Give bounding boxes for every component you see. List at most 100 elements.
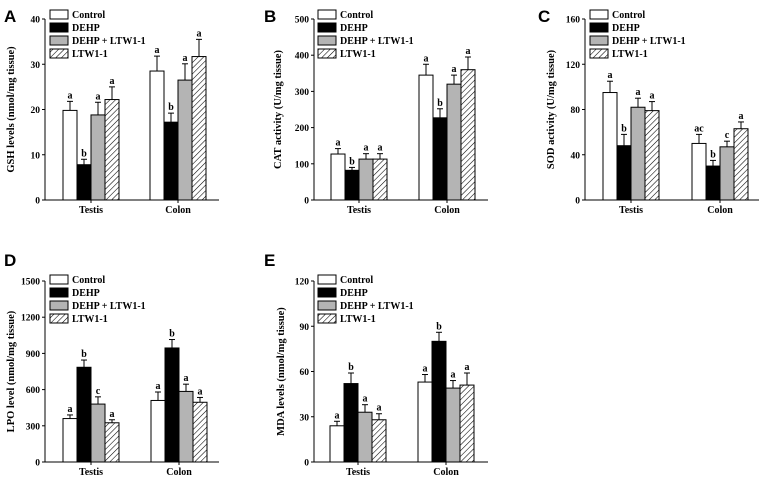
bar bbox=[343, 383, 359, 463]
x-tick-label: Colon bbox=[433, 467, 459, 478]
significance-label: a bbox=[466, 46, 471, 57]
significance-label: a bbox=[68, 90, 73, 101]
legend-swatch bbox=[589, 48, 609, 59]
legend-swatch bbox=[317, 274, 337, 285]
bar bbox=[371, 419, 387, 463]
bar bbox=[616, 145, 632, 201]
x-tick-label: Testis bbox=[79, 467, 103, 478]
legend-swatch bbox=[49, 35, 69, 46]
bar bbox=[178, 390, 194, 463]
significance-label: c bbox=[96, 386, 101, 397]
legend-swatch bbox=[317, 313, 337, 324]
bar bbox=[192, 401, 208, 463]
bar bbox=[90, 114, 106, 201]
y-axis-label: SOD activity (U/mg tissue) bbox=[546, 49, 557, 169]
y-tick-label: 400 bbox=[295, 52, 310, 62]
significance-label: a bbox=[364, 143, 369, 154]
legend-swatch bbox=[589, 22, 609, 33]
bar bbox=[644, 110, 660, 201]
legend-swatch bbox=[49, 287, 69, 298]
bar bbox=[344, 169, 360, 201]
y-tick-label: 30 bbox=[31, 61, 41, 71]
legend-swatch bbox=[589, 9, 609, 20]
legend-swatch bbox=[317, 300, 337, 311]
significance-label: b bbox=[436, 321, 442, 332]
y-tick-label: 10 bbox=[31, 151, 41, 161]
x-tick-label: Colon bbox=[166, 467, 192, 478]
legend-swatch bbox=[49, 48, 69, 59]
significance-label: a bbox=[335, 410, 340, 421]
legend-label: LTW1-1 bbox=[340, 49, 376, 60]
significance-label: a bbox=[336, 138, 341, 149]
y-tick-label: 160 bbox=[566, 16, 581, 26]
bar bbox=[417, 381, 433, 463]
y-tick-label: 40 bbox=[571, 151, 581, 161]
significance-label: a bbox=[110, 409, 115, 420]
y-tick-label: 120 bbox=[295, 278, 310, 288]
legend-label: DEHP + LTW1-1 bbox=[340, 36, 414, 47]
significance-label: a bbox=[650, 91, 655, 102]
x-tick-label: Testis bbox=[346, 467, 370, 478]
legend-swatch bbox=[49, 300, 69, 311]
legend-swatch bbox=[317, 287, 337, 298]
bar bbox=[357, 411, 373, 463]
bar bbox=[691, 142, 707, 201]
significance-label: a bbox=[608, 70, 613, 81]
legend-label: DEHP bbox=[340, 23, 368, 34]
significance-label: a bbox=[155, 45, 160, 56]
bar bbox=[90, 403, 106, 463]
y-tick-label: 30 bbox=[300, 413, 310, 423]
y-axis-label: MDA levels (nmol/mg tissue) bbox=[276, 307, 287, 436]
y-tick-label: 900 bbox=[26, 350, 41, 360]
legend-swatch bbox=[49, 313, 69, 324]
legend-swatch bbox=[317, 48, 337, 59]
significance-label: a bbox=[377, 403, 382, 414]
chart-panel-c: C 0 40 80 120 160 SOD activity (U/mg tissue) Te… bbox=[538, 7, 759, 216]
legend-label: Control bbox=[612, 10, 645, 21]
significance-label: a bbox=[739, 111, 744, 122]
y-tick-label: 100 bbox=[295, 160, 310, 170]
y-tick-label: 1500 bbox=[21, 278, 40, 288]
bar bbox=[432, 117, 448, 201]
significance-label: b bbox=[169, 329, 175, 340]
significance-label: a bbox=[96, 91, 101, 102]
legend-label: Control bbox=[340, 275, 373, 286]
bar bbox=[329, 425, 345, 463]
y-tick-label: 1200 bbox=[21, 314, 40, 324]
legend-label: LTW1-1 bbox=[72, 49, 108, 60]
panel-letter: B bbox=[264, 7, 276, 26]
bar bbox=[459, 384, 475, 463]
y-tick-label: 0 bbox=[35, 197, 40, 207]
y-tick-label: 200 bbox=[295, 124, 310, 134]
x-tick-label: Colon bbox=[165, 205, 191, 216]
y-tick-label: 20 bbox=[31, 106, 41, 116]
legend-label: DEHP bbox=[340, 288, 368, 299]
legend-label: DEHP + LTW1-1 bbox=[72, 301, 146, 312]
y-tick-label: 40 bbox=[31, 16, 41, 26]
significance-label: b bbox=[81, 349, 87, 360]
bar bbox=[177, 79, 193, 201]
bar bbox=[76, 164, 92, 201]
bar bbox=[191, 56, 207, 201]
legend-label: Control bbox=[72, 275, 105, 286]
y-tick-label: 600 bbox=[26, 386, 41, 396]
legend-label: LTW1-1 bbox=[340, 314, 376, 325]
significance-label: b bbox=[349, 156, 355, 167]
significance-label: ac bbox=[694, 123, 704, 134]
legend-swatch bbox=[589, 35, 609, 46]
legend-swatch bbox=[49, 274, 69, 285]
bar bbox=[460, 69, 476, 201]
significance-label: b bbox=[621, 123, 627, 134]
x-tick-label: Testis bbox=[619, 205, 643, 216]
significance-label: b bbox=[348, 362, 354, 373]
bar bbox=[76, 366, 92, 463]
significance-label: b bbox=[81, 148, 87, 159]
significance-label: a bbox=[465, 362, 470, 373]
significance-label: b bbox=[437, 98, 443, 109]
x-tick-label: Testis bbox=[347, 205, 371, 216]
panel-letter: A bbox=[4, 7, 16, 26]
significance-label: a bbox=[197, 28, 202, 39]
significance-label: a bbox=[183, 53, 188, 64]
y-axis-label: GSH levels (nmol/mg tissue) bbox=[6, 46, 17, 173]
legend-swatch bbox=[49, 22, 69, 33]
